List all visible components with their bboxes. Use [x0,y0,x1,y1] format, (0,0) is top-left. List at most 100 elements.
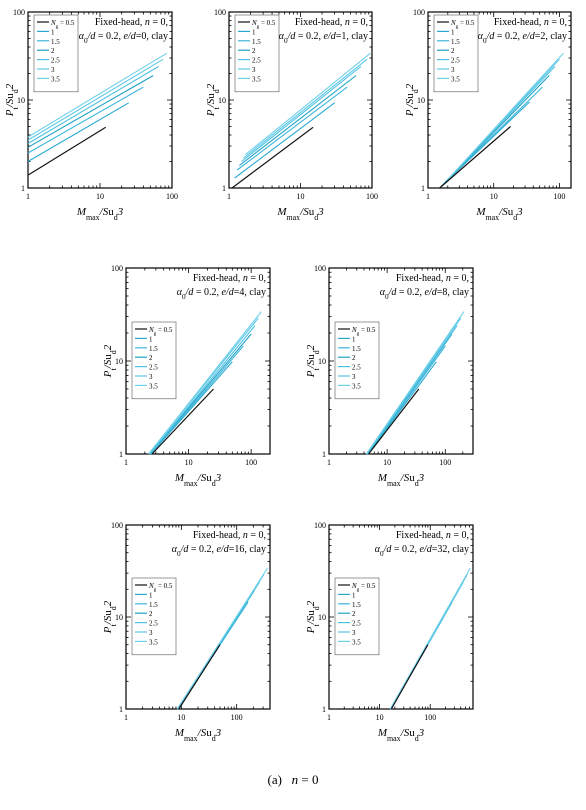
y-axis-label: Pt/Sud2 [4,83,20,117]
legend-entry: 1.5 [149,345,158,353]
y-axis-label-group: Pt/Sud2 [404,83,420,117]
axis-ticks [27,11,173,189]
series-line-ng-3.5 [365,311,465,455]
legend-entry: 3 [149,373,153,381]
annotation-line-2: α0/d = 0.2, e/d=2, clay [478,31,567,45]
y-tick-label: 10 [218,96,226,105]
axis-ticks [328,524,474,710]
x-tick-label: 1 [327,458,331,467]
legend-entry: 3.5 [149,638,158,646]
series-line-ng-1 [367,361,437,455]
x-tick-label: 10 [297,192,305,201]
y-tick-label: 10 [115,357,123,366]
y-axis-label-group: Pt/Sud2 [102,600,118,634]
series-line-ng-2.5 [366,325,458,455]
x-tick-label: 1 [124,458,128,467]
series-line-ng-0.5 [27,126,107,176]
legend-entry: 1 [51,28,55,36]
y-tick-label: 100 [111,264,123,273]
x-tick-label: 10 [177,713,185,722]
legend-entry: 1 [149,335,153,343]
y-axis-label-group: Pt/Sud2 [305,600,321,634]
legend-entry: 2.5 [149,364,158,372]
legend-entry: 1.5 [451,38,460,46]
legend-entry: 1.5 [149,601,158,609]
series-line-ng-3.5 [245,52,371,155]
axis-ticks [427,11,571,189]
legend-entry: 3.5 [149,382,158,390]
axis-ticks [125,267,271,455]
legend-entry: 3.5 [252,75,261,83]
x-tick-label: 100 [366,192,378,201]
legend-entry: 1.5 [352,601,361,609]
series-lines [176,567,268,710]
series-lines [389,567,471,710]
y-axis-label: Pt/Sud2 [404,83,420,117]
y-axis-label-group: Pt/Sud2 [102,344,118,378]
legend-entry: 3.5 [352,638,361,646]
series-line-ng-3.5 [148,311,262,455]
x-axis-label: Mmax/Sud3 [377,472,425,488]
y-axis-label: Pt/Sud2 [102,600,118,634]
legend-entry: 2 [352,610,356,618]
legend-entry: Ng = 0.5 [148,582,173,593]
y-axis-label: Pt/Sud2 [102,344,118,378]
x-axis-label: Mmax/Sud3 [76,206,124,222]
series-line-ng-0.5 [368,388,420,455]
chart-panel-ed-8: 1 10 100 1 10 100 Mmax/Sud3 Pt/Sud2 Fixed-head, … [305,264,474,488]
chart-panel-ed-32: 1 10 100 1 10 100 Mmax/Sud3 Pt/Sud2 Fixed-head, … [305,521,474,743]
series-line-ng-1.5 [27,86,144,154]
y-axis-label-group: Pt/Sud2 [205,83,221,117]
legend-entry: 2 [149,354,153,362]
annotation-line-1: Fixed-head, n = 0, [193,273,266,284]
legend-entry: 3.5 [352,382,361,390]
series-line-ng-3.5 [389,567,471,710]
series-line-ng-3.5 [448,52,564,179]
series-line-ng-0.5 [178,644,221,710]
legend-entry: 1.5 [252,38,261,46]
legend-entry: 1.5 [51,38,60,46]
legend-entry: 2 [352,354,356,362]
x-axis-label: Mmax/Sud3 [377,727,425,743]
legend-entry: 2 [252,47,256,55]
series-line-ng-2.5 [149,325,256,455]
x-tick-label: 100 [424,713,436,722]
x-tick-label: 1 [227,192,231,201]
legend-entry: Ng = 0.5 [351,326,376,337]
legend-entry: 2.5 [51,57,60,65]
annotation-line-1: Fixed-head, n = 0, [95,17,168,28]
y-tick-label: 100 [314,264,326,273]
series-line-ng-1 [234,102,335,179]
axis-ticks [328,267,474,455]
series-line-ng-3 [243,58,368,159]
series-line-ng-2.5 [241,66,362,162]
annotation-line-2: α0/d = 0.2, e/d=16, clay [172,544,266,558]
legend-entry: 2 [149,610,153,618]
series-line-ng-1.5 [367,345,446,455]
y-tick-label: 1 [322,705,326,714]
x-tick-label: 100 [166,192,178,201]
annotation-line-2: α0/d = 0.2, e/d=0, clay [79,31,168,45]
legend-entry: 2.5 [352,364,361,372]
y-tick-label: 1 [322,450,326,459]
legend-entry: 3 [252,66,256,74]
annotation-line-1: Fixed-head, n = 0, [295,17,368,28]
y-axis-label: Pt/Sud2 [305,344,321,378]
series-lines [231,52,371,189]
legend-entry: Ng = 0.5 [351,582,376,593]
legend: Ng = 0.51 1.52 2.533.5 [131,321,177,400]
annotation-line-2: α0/d = 0.2, e/d=8, clay [380,287,469,301]
legend: Ng = 0.51 1.52 2.533.5 [433,14,479,93]
legend-entry: 3 [149,629,153,637]
annotation-line-2: α0/d = 0.2, e/d=32, clay [375,544,469,558]
annotation-line-1: Fixed-head, n = 0, [494,17,567,28]
y-tick-label: 10 [318,357,326,366]
annotation-line-1: Fixed-head, n = 0, [396,530,469,541]
axis-ticks [228,11,373,189]
legend-entry: Ng = 0.5 [450,19,475,30]
y-tick-label: 100 [111,521,123,530]
caption-n: n [291,772,299,787]
x-tick-label: 100 [553,192,565,201]
caption-eq: = 0 [298,772,319,787]
series-line-ng-0.5 [439,126,511,189]
